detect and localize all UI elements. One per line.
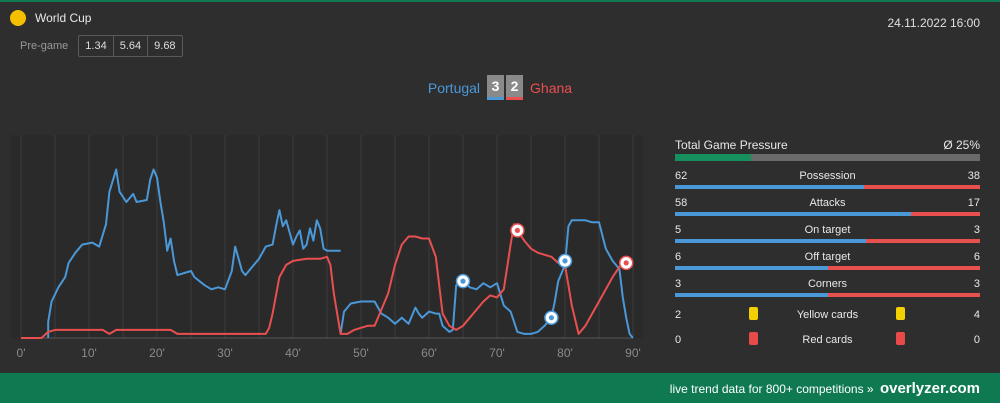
stat-rows: 62 38 Possession 58 17 Attacks 5 3 On target 6 6 Of… (675, 169, 980, 304)
goal-ball-center (562, 258, 568, 264)
card-rows: 2 Yellow cards 4 0 Red cards 0 (675, 304, 980, 354)
card-icon-away (896, 332, 905, 345)
footer-text: live trend data for 800+ competitions » (669, 382, 874, 396)
pressure-label: Total Game Pressure (675, 138, 788, 152)
stat-row: 3 3 Corners (675, 277, 980, 304)
chart-tick-label: 70' (489, 346, 505, 360)
goal-ball-center (623, 260, 629, 266)
goal-ball-icon[interactable] (510, 223, 525, 238)
card-name: Yellow cards (796, 309, 859, 321)
competition-icon (10, 10, 26, 26)
card-home-value: 0 (675, 334, 682, 346)
goal-ball-center (548, 315, 555, 321)
pressure-header: Total Game Pressure Ø 25% (675, 138, 980, 152)
pressure-bar (675, 154, 980, 161)
stat-bar-home (675, 266, 828, 270)
odds-box: 1.34 5.64 9.68 (78, 35, 183, 57)
stat-away-value: 6 (973, 251, 980, 263)
chart-tick-label: 90' (625, 346, 641, 360)
odd-draw[interactable]: 5.64 (112, 36, 147, 56)
stat-away-value: 3 (973, 224, 980, 236)
away-score: 2 (506, 75, 524, 100)
card-away-value: 0 (973, 334, 980, 346)
stat-bar-home (675, 293, 828, 297)
stat-row: 62 38 Possession (675, 169, 980, 196)
stats-panel: Total Game Pressure Ø 25% 62 38 Possession… (675, 138, 980, 354)
stat-bar (675, 212, 980, 216)
stat-bar (675, 293, 980, 297)
competition-name: World Cup (35, 11, 92, 25)
chart-tick-label: 50' (353, 346, 369, 360)
stat-bar-home (675, 239, 866, 243)
chart-tick-label: 30' (217, 346, 233, 360)
stat-name: On target (804, 224, 851, 236)
odd-away[interactable]: 9.68 (147, 36, 181, 56)
goal-ball-icon[interactable] (557, 253, 573, 269)
stat-name: Corners (807, 278, 848, 290)
chart-tick-label: 0' (17, 346, 26, 360)
card-row: 0 Red cards 0 (675, 329, 980, 354)
match-datetime: 24.11.2022 16:00 (887, 16, 980, 30)
stat-row: 5 3 On target (675, 223, 980, 250)
chart-tick-label: 40' (285, 346, 301, 360)
stat-values: 62 38 (675, 169, 980, 183)
stat-row: 6 6 Off target (675, 250, 980, 277)
chart-tick-label: 10' (81, 346, 97, 360)
stat-bar (675, 185, 980, 189)
stat-home-value: 58 (675, 197, 688, 209)
stat-home-value: 5 (675, 224, 682, 236)
pressure-chart: 0' 10' 20' 30' 40' 50' 60' 70' 80' 90' (11, 135, 643, 360)
home-score: 3 (487, 75, 505, 100)
stat-home-value: 3 (675, 278, 682, 290)
home-team-name[interactable]: Portugal (427, 79, 481, 96)
stat-bar (675, 266, 980, 270)
stat-name: Attacks (809, 197, 846, 209)
card-icon-home (749, 307, 758, 320)
pressure-value: Ø 25% (943, 138, 980, 152)
away-team-name[interactable]: Ghana (530, 79, 573, 96)
footer-brand[interactable]: overlyzer.com (879, 380, 980, 397)
pregame-label: Pre-game (20, 40, 69, 52)
card-row: 2 Yellow cards 4 (675, 304, 980, 329)
stat-bar-home (675, 185, 865, 189)
pressure-bar-fill (675, 154, 752, 161)
card-home-value: 2 (675, 309, 682, 321)
goal-ball-icon[interactable] (455, 273, 471, 289)
chart-series-away (21, 223, 633, 339)
footer-bar: live trend data for 800+ competitions » … (0, 373, 1000, 403)
stat-row: 58 17 Attacks (675, 196, 980, 223)
goal-ball-center (514, 227, 521, 234)
odd-home[interactable]: 1.34 (85, 40, 107, 52)
chart-tick-label: 20' (149, 346, 165, 360)
stat-name: Off target (804, 251, 851, 263)
stat-away-value: 17 (967, 197, 980, 209)
card-away-value: 4 (973, 309, 980, 321)
stat-home-value: 62 (675, 170, 688, 182)
goal-ball-icon[interactable] (618, 255, 634, 271)
goal-ball-icon[interactable] (544, 310, 559, 325)
chart-tick-label: 60' (421, 346, 437, 360)
goal-ball-center (460, 278, 466, 284)
stat-name: Possession (799, 170, 856, 182)
chart-series-home (339, 219, 634, 339)
chart-tick-label: 80' (557, 346, 573, 360)
top-accent-line (0, 0, 1000, 2)
card-name: Red cards (802, 334, 853, 346)
stat-away-value: 38 (967, 170, 980, 182)
chart-series-home (47, 168, 341, 338)
card-icon-home (749, 332, 758, 345)
pregame-odds: Pre-game 1.34 5.64 9.68 (20, 35, 183, 57)
stat-away-value: 3 (973, 278, 980, 290)
stat-bar (675, 239, 980, 243)
scoreline: Portugal 3 2 Ghana (0, 75, 1000, 100)
footer-promo[interactable]: live trend data for 800+ competitions » … (670, 380, 980, 397)
stat-bar-home (675, 212, 911, 216)
stat-home-value: 6 (675, 251, 682, 263)
stat-values: 58 17 (675, 196, 980, 210)
card-icon-away (896, 307, 905, 320)
competition-header: World Cup (10, 10, 91, 26)
